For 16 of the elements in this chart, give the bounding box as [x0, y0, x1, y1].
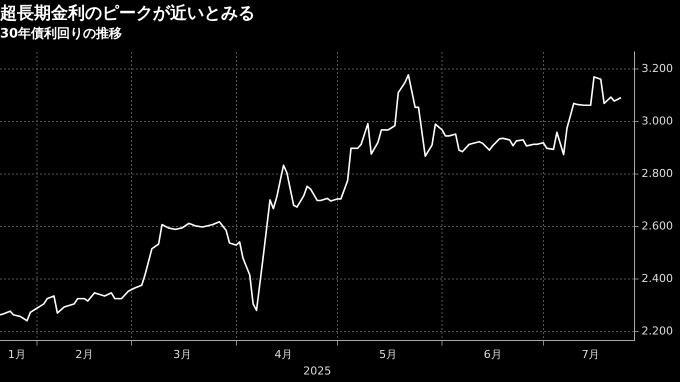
y-tick-label: 3.000 [642, 114, 674, 128]
chart-subtitle: 30年債利回りの推移 [0, 26, 122, 42]
y-tick-label: 2.600 [642, 219, 674, 232]
x-tick-label: 4月 [274, 348, 293, 362]
x-tick-label: 2月 [75, 348, 94, 362]
x-tick-label: 6月 [484, 348, 502, 362]
y-tick-label: 3.200 [642, 62, 674, 75]
y-tick-label: 2.400 [642, 272, 674, 285]
x-tick-label: 1月 [8, 348, 26, 362]
x-axis-title: 2025 [303, 364, 332, 378]
y-tick-label: 2.200 [642, 324, 674, 338]
x-tick-label: 3月 [173, 348, 192, 362]
y-tick-label: 2.800 [642, 166, 674, 180]
chart-title: 超長期金利のピークが近いとみる [0, 4, 255, 24]
x-tick-label: 5月 [379, 348, 398, 362]
x-tick-label: 7月 [582, 348, 600, 362]
